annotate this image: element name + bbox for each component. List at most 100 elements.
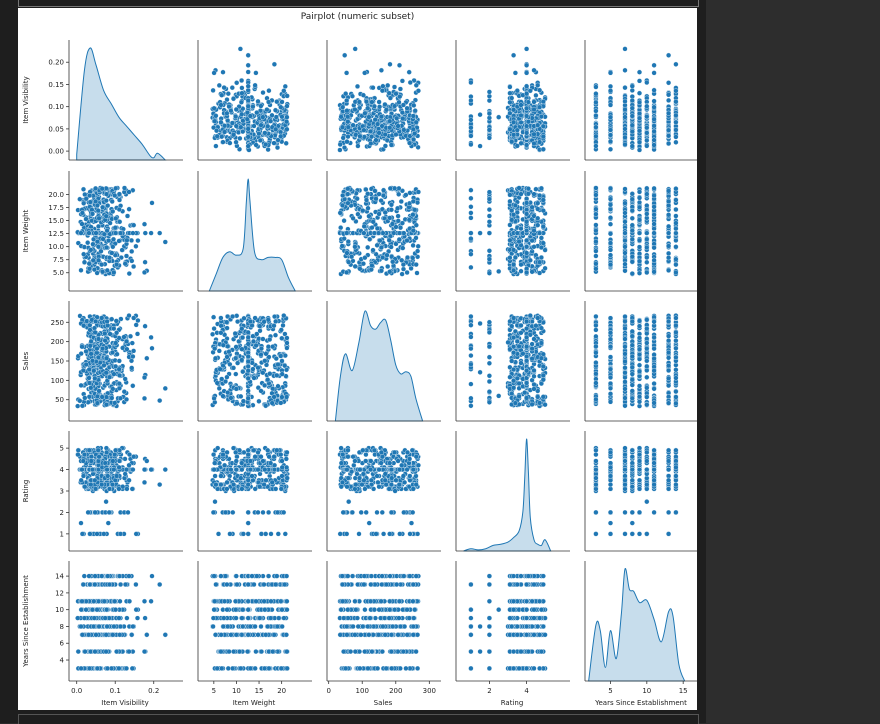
scatter-point <box>262 358 267 363</box>
scatter-point <box>511 212 516 217</box>
scatter-point <box>344 270 349 275</box>
scatter-point <box>530 205 535 210</box>
scatter-point <box>338 211 343 216</box>
scatter-point <box>131 264 136 269</box>
scatter-point <box>530 402 535 407</box>
scatter-point <box>594 144 599 149</box>
scatter-point <box>594 186 599 191</box>
scatter-point <box>104 214 109 219</box>
scatter-point <box>254 143 259 148</box>
scatter-point <box>487 355 492 360</box>
scatter-point <box>541 147 546 152</box>
scatter-point <box>275 145 280 150</box>
scatter-point <box>79 351 84 356</box>
scatter-point <box>508 85 513 90</box>
scatter-point <box>396 214 401 219</box>
scatter-point <box>123 261 128 266</box>
scatter-point <box>608 186 613 191</box>
scatter-point <box>469 323 474 328</box>
scatter-point <box>524 106 529 111</box>
scatter-point <box>105 319 110 324</box>
scatter-point <box>379 245 384 250</box>
scatter-point <box>238 47 243 52</box>
scatter-point <box>524 251 529 256</box>
scatter-point <box>113 364 118 369</box>
scatter-point <box>377 212 382 217</box>
scatter-point <box>541 134 546 139</box>
scatter-point <box>150 201 155 206</box>
scatter-point <box>469 134 474 139</box>
scatter-point <box>535 223 540 228</box>
scatter-point <box>109 317 114 322</box>
scatter-point <box>266 100 271 105</box>
scatter-point <box>120 248 125 253</box>
scatter-point <box>383 144 388 149</box>
scatter-point <box>623 231 628 236</box>
scatter-point <box>666 255 671 260</box>
scatter-point <box>104 370 109 375</box>
scatter-point <box>357 100 362 105</box>
scatter-point <box>487 90 492 95</box>
scatter-point <box>234 80 239 85</box>
scatter-point <box>528 258 533 263</box>
scatter-point <box>367 214 372 219</box>
scatter-point <box>240 347 245 352</box>
scatter-point <box>508 100 513 105</box>
scatter-point <box>674 140 679 145</box>
scatter-point <box>401 262 406 267</box>
scatter-point <box>524 47 529 52</box>
scatter-point <box>630 271 635 276</box>
scatter-point <box>355 196 360 201</box>
scatter-point <box>109 251 114 256</box>
scatter-point <box>260 115 265 120</box>
scatter-point <box>513 255 518 260</box>
scatter-point <box>519 113 524 118</box>
scatter-point <box>594 85 599 90</box>
scatter-point <box>608 262 613 267</box>
scatter-point <box>212 396 217 401</box>
scatter-point <box>252 376 257 381</box>
scatter-point <box>594 228 599 233</box>
scatter-point <box>674 221 679 226</box>
scatter-point <box>235 319 240 324</box>
scatter-point <box>469 196 474 201</box>
scatter-point <box>515 376 520 381</box>
scatter-point <box>90 358 95 363</box>
scatter-point <box>511 367 516 372</box>
scatter-point <box>270 386 275 391</box>
scatter-point <box>674 135 679 140</box>
scatter-point <box>366 206 371 211</box>
scatter-point <box>530 356 535 361</box>
scatter-point <box>608 253 613 258</box>
scatter-point <box>219 316 224 321</box>
scatter-point <box>285 115 290 120</box>
scatter-point <box>541 364 546 369</box>
scatter-point <box>265 124 270 129</box>
scatter-point <box>280 372 285 377</box>
scatter-panel <box>75 186 167 277</box>
scatter-point <box>534 93 539 98</box>
scatter-point <box>637 79 642 84</box>
scatter-point <box>469 98 474 103</box>
scatter-point <box>264 351 269 356</box>
scatter-point <box>630 254 635 259</box>
scatter-point <box>134 323 139 328</box>
scatter-point <box>280 114 285 119</box>
scatter-point <box>225 355 230 360</box>
scatter-point <box>376 231 381 236</box>
scatter-point <box>478 112 483 117</box>
scatter-point <box>509 359 514 364</box>
scatter-point <box>248 114 253 119</box>
scatter-point <box>666 199 671 204</box>
scatter-point <box>285 336 290 341</box>
scatter-point <box>267 371 272 376</box>
scatter-point <box>88 328 93 333</box>
scatter-point <box>125 347 130 352</box>
scatter-point <box>115 352 120 357</box>
scatter-point <box>608 202 613 207</box>
scatter-point <box>246 53 251 58</box>
scatter-point <box>469 236 474 241</box>
scatter-point <box>524 270 529 275</box>
scatter-point <box>219 103 224 108</box>
scatter-point <box>524 228 529 233</box>
